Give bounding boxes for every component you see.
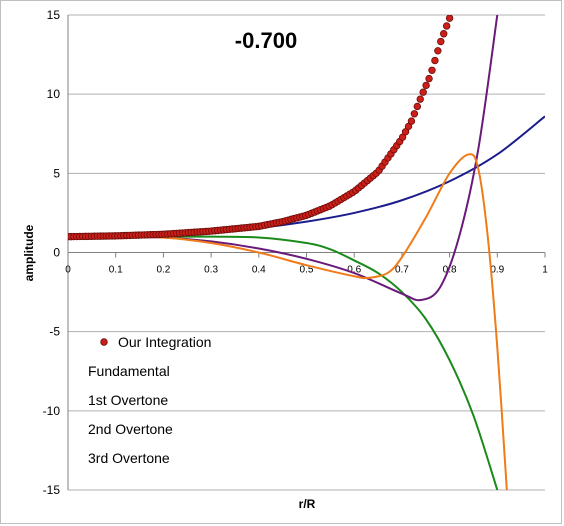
x-tick-label: 0.4: [252, 265, 266, 276]
x-tick-label: 0.6: [347, 265, 361, 276]
x-tick-label: 0.5: [300, 265, 314, 276]
data-point: [407, 117, 416, 125]
data-point: [434, 47, 442, 55]
x-tick-label: 0.3: [204, 265, 218, 276]
legend-marker: [100, 338, 108, 346]
x-tick-label: 0: [65, 265, 71, 276]
data-point: [410, 110, 419, 118]
x-tick-labels: 0 0.1 0.2 0.3 0.4 0.5 0.6 0.7 0.8 0.9 1: [65, 265, 548, 276]
data-point: [445, 15, 454, 22]
x-tick-label: 1: [542, 265, 548, 276]
x-tick-label: 0.2: [156, 265, 170, 276]
y-tick-label: 0: [53, 246, 60, 260]
y-tick-label: 10: [47, 87, 61, 101]
chart-title: -0.700: [235, 28, 297, 53]
x-tick-label: 0.8: [443, 265, 457, 276]
data-point: [431, 56, 439, 65]
data-point: [440, 30, 448, 38]
data-point: [428, 66, 436, 74]
y-tick-label: 5: [53, 166, 60, 180]
x-tick-label: 0.9: [490, 265, 504, 276]
data-point: [425, 74, 433, 83]
legend-label: Fundamental: [88, 363, 170, 379]
plot-area: [68, 15, 545, 490]
axes: [67, 15, 546, 490]
legend-label: 3rd Overtone: [88, 450, 170, 466]
y-tick-label: 15: [47, 8, 61, 22]
data-point: [442, 22, 451, 30]
y-tick-label: -10: [43, 404, 61, 418]
legend-label: Our Integration: [118, 334, 211, 350]
x-tick-label: 0.1: [109, 265, 123, 276]
legend-label: 1st Overtone: [88, 392, 168, 408]
x-tick-label: 0.7: [395, 265, 409, 276]
legend-label: 2nd Overtone: [88, 421, 173, 437]
data-point: [419, 88, 427, 96]
series-line-3rd-overtone: [68, 153, 508, 490]
data-point: [422, 81, 430, 90]
y-tick-label: -15: [43, 483, 61, 497]
x-axis-label: r/R: [299, 497, 316, 511]
data-point: [437, 37, 445, 46]
legend: Our Integration Fundamental 1st Overtone 2n…: [88, 334, 211, 466]
data-point: [413, 102, 422, 111]
y-axis-label: amplitude: [22, 224, 36, 281]
y-tick-labels: 15 10 5 0 -5 -10 -15: [43, 8, 61, 497]
data-point: [416, 95, 424, 103]
y-tick-label: -5: [49, 325, 60, 339]
